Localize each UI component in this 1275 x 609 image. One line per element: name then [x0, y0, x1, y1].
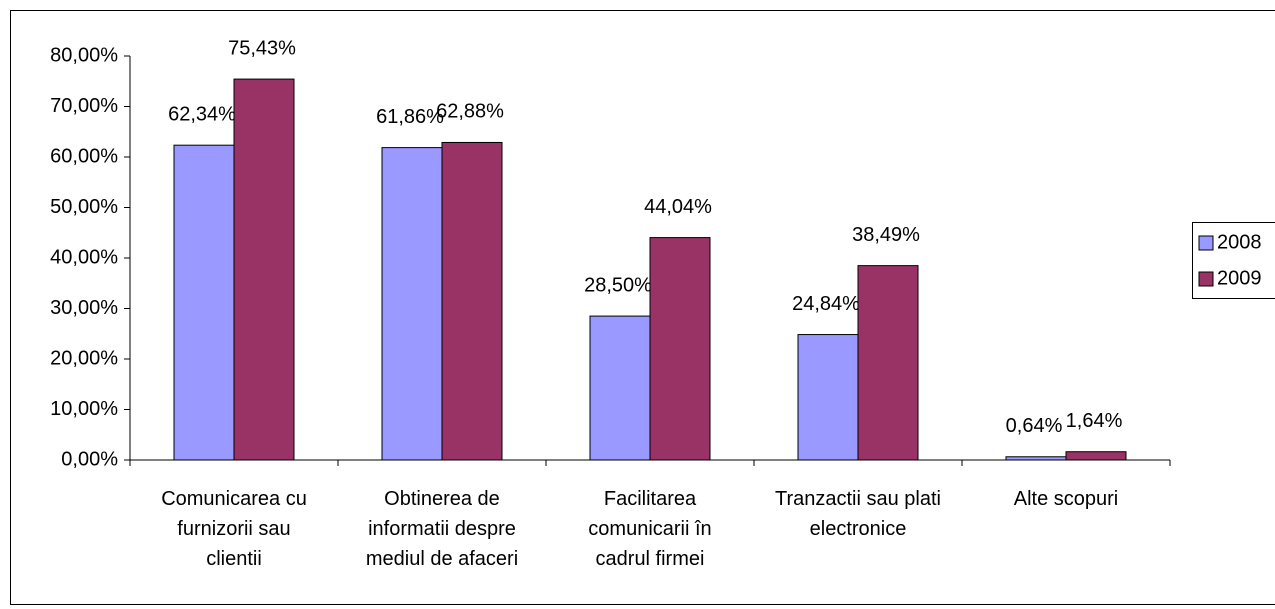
bar	[233, 78, 295, 461]
y-tick-label: 70,00%	[50, 95, 118, 117]
value-label: 62,88%	[436, 101, 504, 123]
x-tick-label-line: Comunicarea cu	[161, 488, 307, 510]
y-tick-label: 50,00%	[50, 196, 118, 218]
bar	[1005, 456, 1067, 461]
x-tick-label: Comunicarea cu furnizorii sau clientii	[161, 488, 307, 570]
value-label: 0,64%	[1006, 415, 1063, 437]
value-label: 38,49%	[852, 224, 920, 246]
bar	[857, 265, 919, 461]
bar	[381, 147, 443, 461]
value-label: 61,86%	[376, 106, 444, 128]
x-tick-label-line: informatii despre	[368, 518, 516, 540]
x-tick-label-line: Facilitarea	[604, 488, 697, 510]
bar	[797, 334, 859, 461]
x-tick-label-line: Tranzactii sau plati	[775, 488, 941, 510]
x-tick-label-line: Alte scopuri	[1014, 488, 1119, 510]
x-tick-label-line: cadrul firmei	[596, 548, 705, 570]
value-label: 75,43%	[228, 37, 296, 59]
legend-label: 2008	[1217, 231, 1262, 253]
y-tick-label: 80,00%	[50, 44, 118, 66]
x-tick-label: Alte scopuri	[1014, 488, 1119, 510]
y-tick-label: 10,00%	[50, 398, 118, 420]
x-tick-label-line: Obtinerea de	[384, 488, 500, 510]
value-label: 44,04%	[644, 196, 712, 218]
bar	[649, 237, 711, 461]
bar	[173, 144, 235, 461]
value-label: 1,64%	[1066, 410, 1123, 432]
legend-swatch	[1198, 271, 1214, 287]
y-tick-label: 20,00%	[50, 347, 118, 369]
bar	[589, 315, 651, 461]
legend-label: 2009	[1217, 267, 1262, 289]
value-label: 62,34%	[168, 103, 236, 125]
bar	[1065, 451, 1127, 461]
legend-swatch	[1198, 235, 1214, 251]
bar	[441, 141, 503, 461]
y-tick-label: 40,00%	[50, 246, 118, 268]
x-tick-label-line: electronice	[810, 518, 907, 540]
x-tick-label-line: clientii	[206, 548, 262, 570]
x-tick-label-line: mediul de afaceri	[366, 548, 518, 570]
value-label: 24,84%	[792, 293, 860, 315]
y-tick-label: 30,00%	[50, 297, 118, 319]
y-tick-label: 0,00%	[61, 448, 118, 470]
x-tick-label-line: comunicarii în	[588, 518, 711, 540]
x-tick-label: Obtinerea de informatii despre mediul de a…	[366, 488, 518, 570]
x-tick-label-line: furnizorii sau	[177, 518, 290, 540]
y-tick-label: 60,00%	[50, 145, 118, 167]
x-tick-label: Facilitarea comunicarii în cadrul firmei	[588, 488, 711, 570]
x-tick-label: Tranzactii sau plati electronice	[775, 488, 941, 540]
value-label: 28,50%	[584, 274, 652, 296]
